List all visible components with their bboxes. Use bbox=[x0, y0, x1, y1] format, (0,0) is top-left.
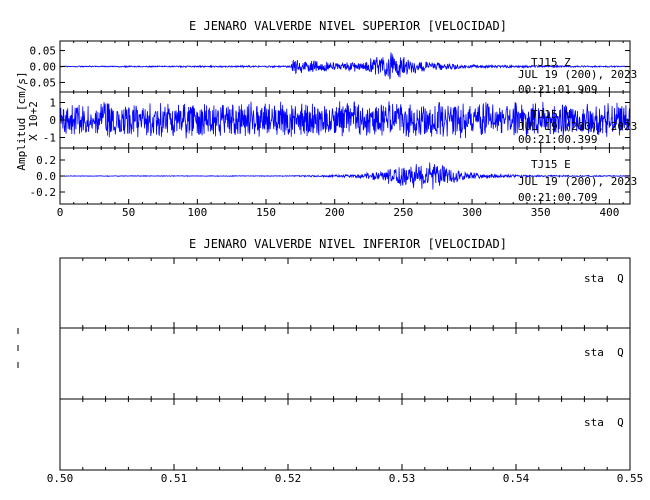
panel-n-date: JUL 19 (200), 2023 bbox=[518, 120, 637, 133]
upper-ylabel: Amplitud [cm/s] bbox=[15, 71, 28, 170]
y-tick-label: 0.0 bbox=[36, 170, 56, 183]
panel-border bbox=[59, 327, 631, 400]
y-tick-label: -0.2 bbox=[30, 186, 57, 199]
panel-e-date: JUL 19 (200), 2023 bbox=[518, 175, 637, 188]
panel-z-station-label: TJ15 Z bbox=[531, 56, 571, 69]
lower-x-tick-label: 0.54 bbox=[503, 472, 530, 485]
upper-panel-e: 0.2 0.0 -0.2 TJ15 E JUL 19 (200), 2023 00:… bbox=[30, 147, 637, 205]
panel-border bbox=[59, 257, 631, 329]
y-tick-label: 0.2 bbox=[36, 154, 56, 167]
upper-x-tick-label: 400 bbox=[599, 206, 619, 219]
lower-chart-title: E JENARO VALVERDE NIVEL INFERIOR [VELOCI… bbox=[189, 237, 507, 251]
upper-x-tick-label: 350 bbox=[531, 206, 551, 219]
y-tick-label: 1 bbox=[49, 97, 56, 110]
y-tick-label: -0.05 bbox=[23, 76, 56, 89]
lower-x-tick-label: 0.53 bbox=[389, 472, 416, 485]
panel-e-station-label: TJ15 E bbox=[531, 158, 571, 171]
upper-panel-n: 1 0 -1 TJ15 N JUL 19 (200), 2023 00:21:00.… bbox=[43, 91, 637, 149]
lower-panel-2-label: sta Q bbox=[584, 346, 624, 359]
lower-panel-1-label: sta Q bbox=[584, 272, 624, 285]
trace-line-z bbox=[59, 52, 631, 80]
upper-x-tick-label: 250 bbox=[393, 206, 413, 219]
upper-chart-title: E JENARO VALVERDE NIVEL SUPERIOR [VELOCI… bbox=[189, 19, 507, 33]
trace-e bbox=[59, 162, 631, 190]
trace-line-e bbox=[59, 162, 631, 190]
upper-x-axis: 0 50 100 150 200 250 300 350 400 bbox=[57, 206, 620, 219]
trace-z bbox=[59, 52, 631, 80]
lower-panel-3: sta Q bbox=[59, 398, 631, 471]
panel-z-date: JUL 19 (200), 2023 bbox=[518, 68, 637, 81]
y-tick-label: 0.05 bbox=[30, 45, 57, 58]
lower-panel-3-label: sta Q bbox=[584, 416, 624, 429]
lower-x-axis: 0.50 0.51 0.52 0.53 0.54 0.55 bbox=[47, 472, 644, 485]
lower-panel-1-frame bbox=[59, 257, 631, 329]
upper-x-tick-label: 150 bbox=[256, 206, 276, 219]
panel-n-time: 00:21:00.399 bbox=[518, 133, 597, 146]
panel-z-time: 00:21:01.909 bbox=[518, 83, 597, 96]
upper-x-tick-label: 50 bbox=[122, 206, 135, 219]
lower-panel-2-frame bbox=[59, 327, 631, 400]
panel-n-yticks: 1 0 -1 bbox=[43, 97, 630, 145]
panel-n-station-label: TJ15 N bbox=[531, 108, 571, 121]
lower-x-tick-label: 0.55 bbox=[617, 472, 644, 485]
lower-x-tick-label: 0.50 bbox=[47, 472, 74, 485]
lower-panel-3-frame bbox=[59, 398, 631, 471]
upper-x-tick-label: 100 bbox=[187, 206, 207, 219]
panel-e-yticks: 0.2 0.0 -0.2 bbox=[30, 154, 630, 199]
lower-x-tick-label: 0.51 bbox=[161, 472, 188, 485]
upper-panel-z: 0.050.00-0.05 TJ15 Z JUL 19 (200), 2023 … bbox=[23, 40, 637, 96]
upper-x-tick-label: 200 bbox=[325, 206, 345, 219]
trace-line-n bbox=[59, 100, 631, 139]
panel-z-yticks: 0.05 0.00 -0.05 bbox=[23, 45, 630, 89]
lower-panel-2: sta Q bbox=[59, 327, 631, 400]
lower-x-tick-label: 0.52 bbox=[275, 472, 302, 485]
upper-x-tick-label: 0 bbox=[57, 206, 64, 219]
upper-ylabel-multiplier: X 10+2 bbox=[27, 101, 40, 141]
panel-border bbox=[59, 398, 631, 471]
y-tick-label: 0 bbox=[49, 114, 56, 127]
panel-e-time: 00:21:00.709 bbox=[518, 191, 597, 204]
y-tick-label: -1 bbox=[43, 132, 56, 145]
trace-n bbox=[59, 100, 631, 139]
lower-panel-1: sta Q bbox=[59, 257, 631, 329]
upper-x-tick-label: 300 bbox=[462, 206, 482, 219]
y-tick-label: 0.00 bbox=[30, 61, 57, 74]
